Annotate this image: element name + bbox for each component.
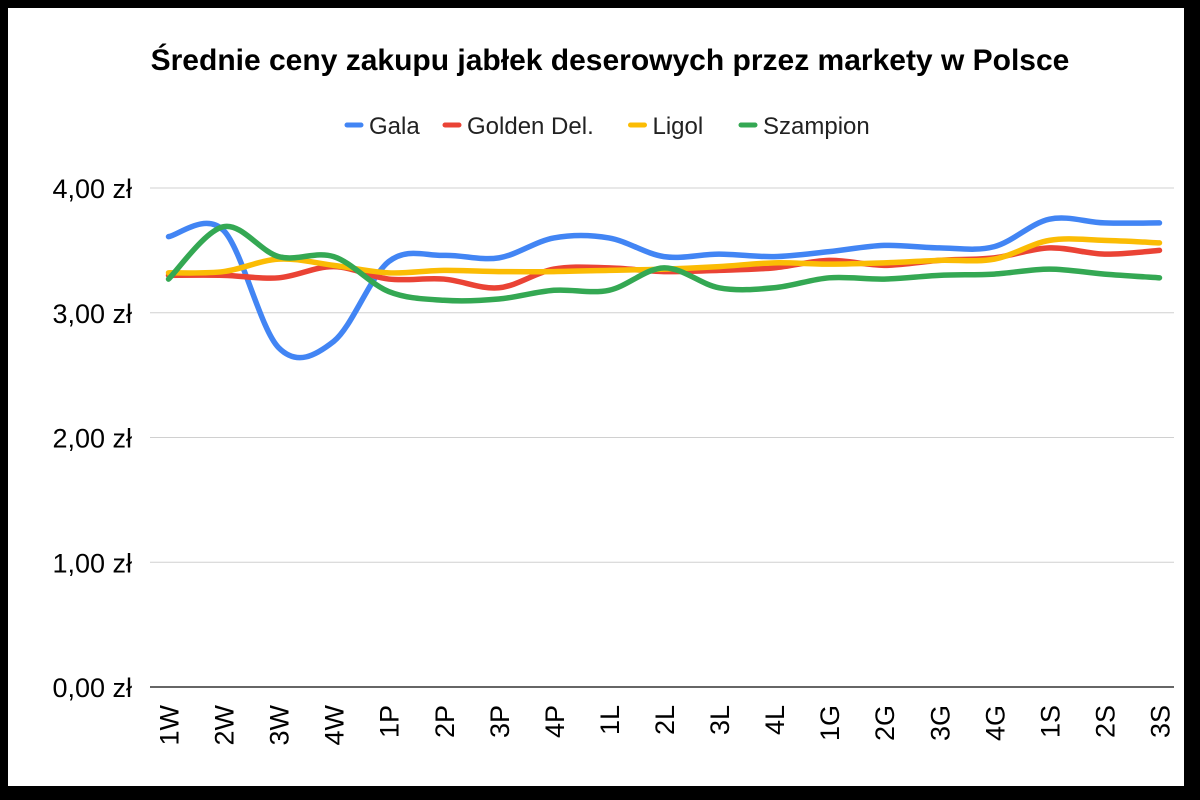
series-lines <box>165 215 1163 361</box>
x-tick-label: 4P <box>540 705 570 738</box>
x-tick-label: 4W <box>320 704 350 745</box>
legend-label-szampion: Szampion <box>763 113 870 140</box>
y-axis-ticks: 0,00 zł 1,00 zł 2,00 zł 3,00 zł 4,00 zł <box>52 174 132 703</box>
x-tick-label: 3W <box>265 704 295 745</box>
x-tick-label: 3G <box>925 705 955 741</box>
gridlines <box>150 187 1174 563</box>
x-tick-label: 4L <box>760 705 790 735</box>
legend-label-gala: Gala <box>369 113 420 140</box>
chart-frame: Średnie ceny zakupu jabłek deserowych pr… <box>8 8 1184 786</box>
y-tick-label: 2,00 zł <box>52 424 132 454</box>
x-tick-label: 2S <box>1090 705 1120 738</box>
x-tick-label: 1G <box>815 705 845 741</box>
legend-label-golden-del: Golden Del. <box>467 113 594 140</box>
line-chart: Średnie ceny zakupu jabłek deserowych pr… <box>52 43 1176 746</box>
x-tick-label: 4G <box>980 705 1010 741</box>
y-tick-label: 3,00 zł <box>52 299 132 329</box>
x-tick-label: 2L <box>650 705 680 735</box>
x-tick-label: 1P <box>375 705 405 738</box>
x-tick-label: 3S <box>1145 705 1175 738</box>
x-tick-label: 1S <box>1035 705 1065 738</box>
series-line-szampion <box>165 223 1163 304</box>
series-line-gala <box>165 215 1163 361</box>
x-tick-label: 1L <box>595 705 625 735</box>
y-tick-label: 0,00 zł <box>52 673 132 703</box>
chart-title: Średnie ceny zakupu jabłek deserowych pr… <box>151 43 1070 77</box>
x-tick-label: 2P <box>430 705 460 738</box>
y-tick-label: 1,00 zł <box>52 548 132 578</box>
y-tick-label: 4,00 zł <box>52 174 132 204</box>
x-tick-label: 3L <box>705 705 735 735</box>
x-tick-label: 2G <box>870 705 900 741</box>
legend: Gala Golden Del. Ligol Szampion <box>344 113 870 140</box>
x-tick-label: 1W <box>155 704 185 745</box>
x-tick-label: 2W <box>210 704 240 745</box>
legend-label-ligol: Ligol <box>653 113 704 140</box>
x-axis-ticks: 1W 2W 3W 4W 1P 2P 3P 4P 1L 2L 3L 4L 1G 2G 3G 4G 1S 2S 3S <box>155 704 1176 745</box>
x-tick-label: 3P <box>485 705 515 738</box>
